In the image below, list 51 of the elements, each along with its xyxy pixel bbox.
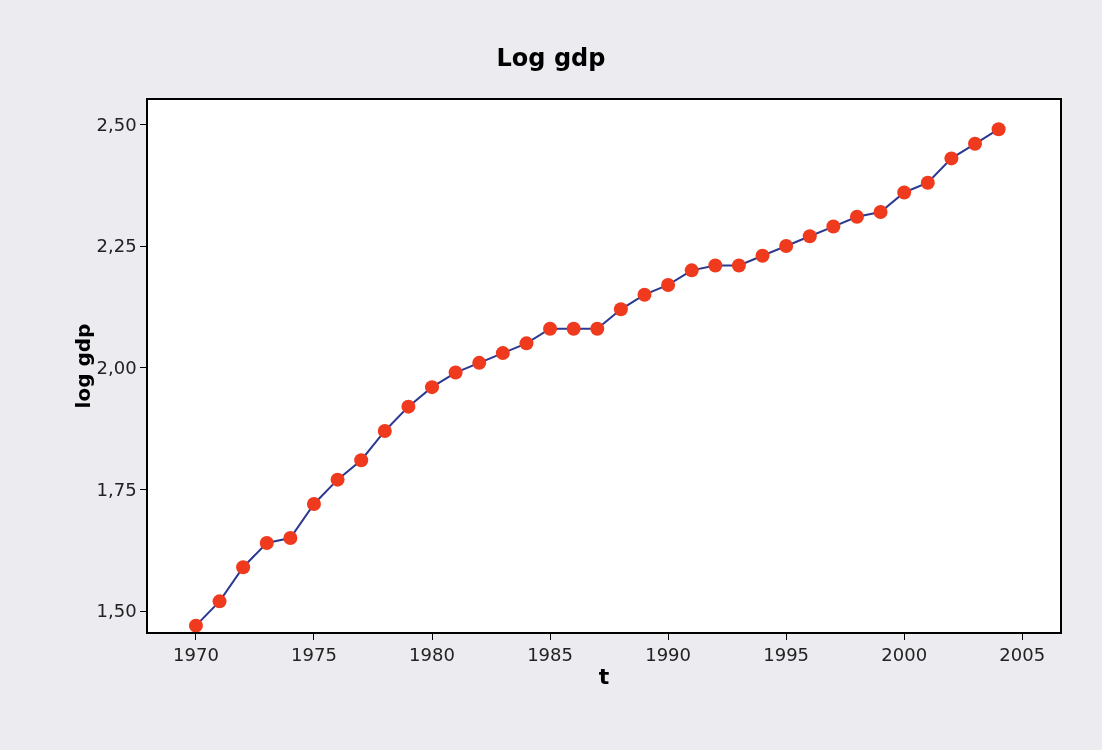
y-tick-label: 2,00 — [96, 357, 137, 378]
point — [968, 136, 983, 151]
point — [637, 287, 652, 302]
point — [613, 302, 628, 317]
point — [401, 399, 416, 414]
point — [259, 535, 274, 550]
x-tick-label: 2005 — [999, 644, 1046, 666]
x-tick-label: 1980 — [409, 644, 455, 666]
point — [212, 594, 227, 609]
point — [755, 248, 770, 263]
x-tick-label: 1975 — [291, 644, 337, 666]
point — [354, 453, 369, 468]
point — [897, 185, 912, 200]
point — [283, 531, 298, 546]
point — [472, 355, 487, 370]
point — [661, 277, 676, 292]
chart-title: Log gdp — [496, 43, 606, 72]
x-tick-label: 1985 — [527, 644, 573, 666]
point — [519, 336, 534, 351]
point — [425, 380, 440, 395]
point — [188, 618, 203, 632]
point — [543, 321, 558, 336]
y-axis-title: log gdp — [70, 323, 95, 409]
point — [944, 151, 959, 166]
point — [306, 496, 321, 511]
point — [330, 472, 345, 487]
x-axis-title: t — [598, 663, 610, 689]
point — [377, 423, 392, 438]
point — [495, 346, 510, 361]
y-tick-label: 2,25 — [96, 235, 137, 257]
point — [802, 229, 817, 244]
point — [448, 365, 463, 380]
x-tick-label: 1990 — [645, 644, 692, 666]
y-tick-label: 1,75 — [96, 478, 137, 500]
point — [826, 219, 841, 234]
point — [920, 175, 935, 190]
point — [566, 321, 581, 336]
x-tick-label: 1970 — [173, 644, 219, 666]
point — [731, 258, 746, 273]
x-tick-label: 1995 — [763, 644, 810, 666]
point — [779, 239, 794, 254]
y-tick-label: 2,50 — [96, 113, 137, 135]
y-tick-label: 1,50 — [96, 600, 137, 622]
point — [873, 204, 888, 219]
point — [590, 321, 605, 336]
point — [708, 258, 723, 273]
x-tick-label: 2000 — [881, 644, 928, 666]
point — [684, 263, 699, 278]
point — [991, 122, 1006, 137]
point — [236, 560, 251, 575]
point — [849, 209, 864, 224]
